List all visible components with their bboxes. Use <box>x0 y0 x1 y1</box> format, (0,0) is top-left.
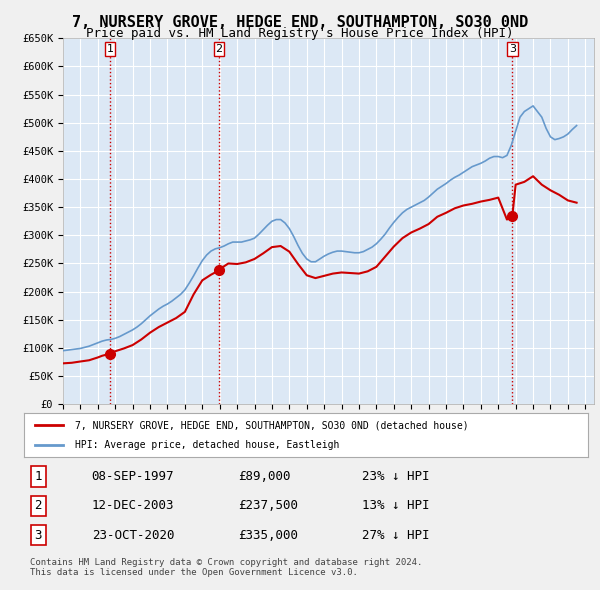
Text: 2: 2 <box>34 499 42 513</box>
Text: £335,000: £335,000 <box>238 529 298 542</box>
Text: 23-OCT-2020: 23-OCT-2020 <box>92 529 174 542</box>
Text: Contains HM Land Registry data © Crown copyright and database right 2024.
This d: Contains HM Land Registry data © Crown c… <box>30 558 422 577</box>
Text: 3: 3 <box>509 44 516 54</box>
Text: 12-DEC-2003: 12-DEC-2003 <box>92 499 174 513</box>
Text: 1: 1 <box>34 470 42 483</box>
Text: 2: 2 <box>215 44 223 54</box>
Text: £237,500: £237,500 <box>238 499 298 513</box>
Text: 27% ↓ HPI: 27% ↓ HPI <box>362 529 430 542</box>
Text: 1: 1 <box>106 44 113 54</box>
Text: 7, NURSERY GROVE, HEDGE END, SOUTHAMPTON, SO30 0ND (detached house): 7, NURSERY GROVE, HEDGE END, SOUTHAMPTON… <box>75 421 469 430</box>
Text: HPI: Average price, detached house, Eastleigh: HPI: Average price, detached house, East… <box>75 440 339 450</box>
Text: 08-SEP-1997: 08-SEP-1997 <box>92 470 174 483</box>
Text: 13% ↓ HPI: 13% ↓ HPI <box>362 499 430 513</box>
Text: 7, NURSERY GROVE, HEDGE END, SOUTHAMPTON, SO30 0ND: 7, NURSERY GROVE, HEDGE END, SOUTHAMPTON… <box>72 15 528 30</box>
Text: £89,000: £89,000 <box>238 470 291 483</box>
Text: 23% ↓ HPI: 23% ↓ HPI <box>362 470 430 483</box>
Text: 3: 3 <box>34 529 42 542</box>
Text: Price paid vs. HM Land Registry's House Price Index (HPI): Price paid vs. HM Land Registry's House … <box>86 27 514 40</box>
